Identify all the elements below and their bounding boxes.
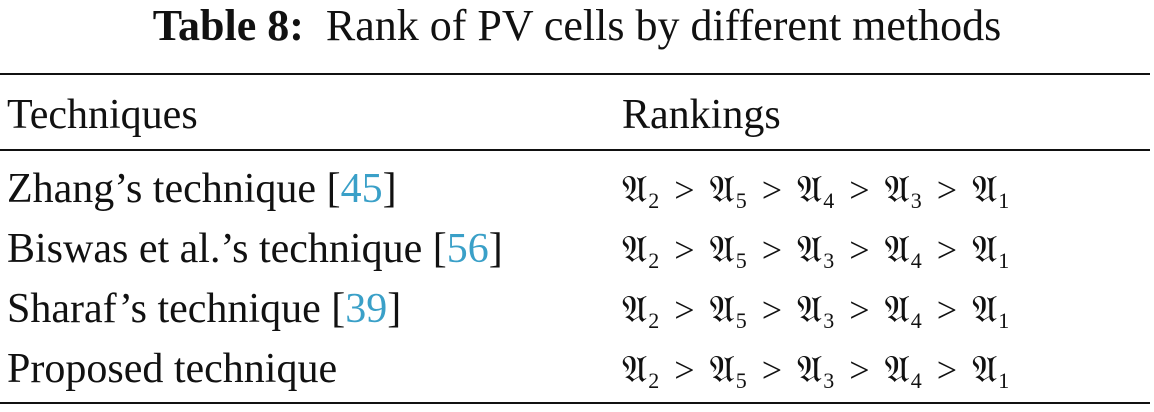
technique-name: Proposed technique: [7, 346, 338, 392]
alternative-symbol: 𝔄: [884, 287, 911, 331]
table-caption: Table 8: Rank of PV cells by different m…: [0, 2, 1154, 50]
alternative-index: 5: [735, 308, 748, 333]
technique-name: Biswas et al.’s technique: [7, 226, 423, 272]
alternative-index: 3: [823, 308, 836, 333]
alternative-symbol: 𝔄: [709, 167, 736, 211]
citation-link[interactable]: 45: [340, 166, 383, 212]
table-row-technique: Biswas et al.’s technique [56]: [7, 226, 503, 272]
greater-than-symbol: >: [849, 350, 871, 390]
greater-than-symbol: >: [849, 170, 871, 210]
citation-link[interactable]: 56: [446, 226, 489, 272]
ranking-row-4: 𝔄2 > 𝔄5 > 𝔄3 > 𝔄4 > 𝔄1: [622, 346, 1010, 404]
alternative-index: 4: [910, 248, 923, 273]
greater-than-symbol: >: [674, 230, 696, 270]
alternative-index: 3: [823, 248, 836, 273]
greater-than-symbol: >: [936, 350, 959, 390]
alternative-symbol: 𝔄: [797, 227, 824, 271]
greater-than-symbol: >: [761, 170, 784, 210]
alternative-symbol: 𝔄: [709, 347, 736, 391]
technique-name: Sharaf’s technique: [7, 286, 321, 332]
alternative-symbol: 𝔄: [972, 227, 999, 271]
alternative-index: 3: [823, 368, 836, 393]
top-rule: [0, 73, 1150, 75]
alternative-symbol: 𝔄: [972, 347, 999, 391]
ranking-row-2: 𝔄2 > 𝔄5 > 𝔄3 > 𝔄4 > 𝔄1: [622, 226, 1010, 284]
header-techniques: Techniques: [7, 92, 198, 138]
alternative-index: 1: [998, 248, 1011, 273]
ranking-row-1: 𝔄2 > 𝔄5 > 𝔄4 > 𝔄3 > 𝔄1: [622, 166, 1010, 224]
alternative-symbol: 𝔄: [884, 227, 911, 271]
greater-than-symbol: >: [761, 290, 784, 330]
table-row-technique: Proposed technique: [7, 346, 337, 392]
greater-than-symbol: >: [936, 170, 959, 210]
alternative-symbol: 𝔄: [972, 167, 999, 211]
bottom-rule: [0, 402, 1150, 404]
greater-than-symbol: >: [849, 290, 871, 330]
alternative-index: 3: [910, 188, 923, 213]
greater-than-symbol: >: [936, 230, 959, 270]
alternative-symbol: 𝔄: [884, 167, 911, 211]
technique-name: Zhang’s technique: [7, 166, 317, 212]
table-number: Table 8:: [152, 1, 304, 50]
alternative-index: 1: [998, 308, 1011, 333]
greater-than-symbol: >: [936, 290, 959, 330]
alternative-index: 5: [735, 188, 748, 213]
alternative-symbol: 𝔄: [709, 227, 736, 271]
alternative-index: 4: [910, 308, 923, 333]
alternative-symbol: 𝔄: [622, 167, 649, 211]
alternative-symbol: 𝔄: [797, 347, 824, 391]
greater-than-symbol: >: [761, 230, 784, 270]
alternative-symbol: 𝔄: [622, 287, 649, 331]
citation-link[interactable]: 39: [345, 286, 388, 332]
greater-than-symbol: >: [674, 290, 696, 330]
alternative-index: 2: [648, 368, 661, 393]
alternative-index: 4: [910, 368, 923, 393]
alternative-symbol: 𝔄: [797, 287, 824, 331]
greater-than-symbol: >: [674, 170, 696, 210]
alternative-index: 2: [648, 188, 661, 213]
header-rankings: Rankings: [622, 92, 781, 138]
alternative-symbol: 𝔄: [622, 347, 649, 391]
alternative-symbol: 𝔄: [622, 227, 649, 271]
alternative-index: 4: [823, 188, 836, 213]
alternative-symbol: 𝔄: [797, 167, 824, 211]
alternative-index: 1: [998, 368, 1011, 393]
ranking-row-3: 𝔄2 > 𝔄5 > 𝔄3 > 𝔄4 > 𝔄1: [622, 286, 1010, 344]
alternative-index: 1: [998, 188, 1011, 213]
table-row-technique: Sharaf’s technique [39]: [7, 286, 402, 332]
alternative-index: 2: [648, 248, 661, 273]
alternative-symbol: 𝔄: [884, 347, 911, 391]
alternative-index: 2: [648, 308, 661, 333]
alternative-index: 5: [735, 248, 748, 273]
header-rule: [0, 149, 1150, 151]
greater-than-symbol: >: [674, 350, 696, 390]
greater-than-symbol: >: [761, 350, 784, 390]
alternative-symbol: 𝔄: [972, 287, 999, 331]
alternative-symbol: 𝔄: [709, 287, 736, 331]
table-title: Rank of PV cells by different methods: [325, 1, 1002, 50]
table-row-technique: Zhang’s technique [45]: [7, 166, 397, 212]
alternative-index: 5: [735, 368, 748, 393]
greater-than-symbol: >: [849, 230, 871, 270]
